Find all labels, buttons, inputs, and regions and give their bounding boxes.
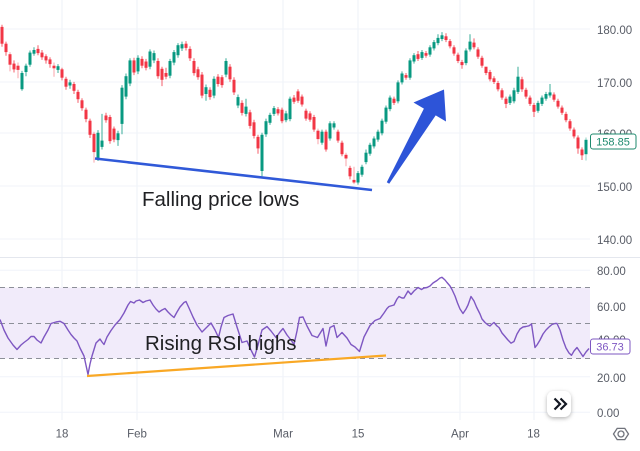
svg-text:18: 18: [56, 429, 69, 441]
svg-text:20.00: 20.00: [597, 373, 626, 385]
svg-text:80.00: 80.00: [597, 266, 626, 278]
svg-text:60.00: 60.00: [597, 302, 626, 314]
svg-text:Rising RSI highs: Rising RSI highs: [145, 332, 297, 355]
svg-text:0.00: 0.00: [597, 408, 619, 420]
svg-text:Apr: Apr: [451, 429, 469, 441]
svg-text:36.73: 36.73: [596, 342, 624, 354]
svg-text:140.00: 140.00: [597, 235, 632, 247]
svg-text:18: 18: [527, 429, 540, 441]
svg-text:150.00: 150.00: [597, 182, 632, 194]
svg-text:Feb: Feb: [127, 429, 147, 441]
svg-text:Mar: Mar: [273, 429, 293, 441]
svg-text:180.00: 180.00: [597, 25, 632, 37]
svg-text:Falling price lows: Falling price lows: [142, 188, 299, 211]
svg-text:170.00: 170.00: [597, 78, 632, 90]
svg-text:158.85: 158.85: [596, 137, 630, 149]
svg-text:15: 15: [352, 429, 365, 441]
